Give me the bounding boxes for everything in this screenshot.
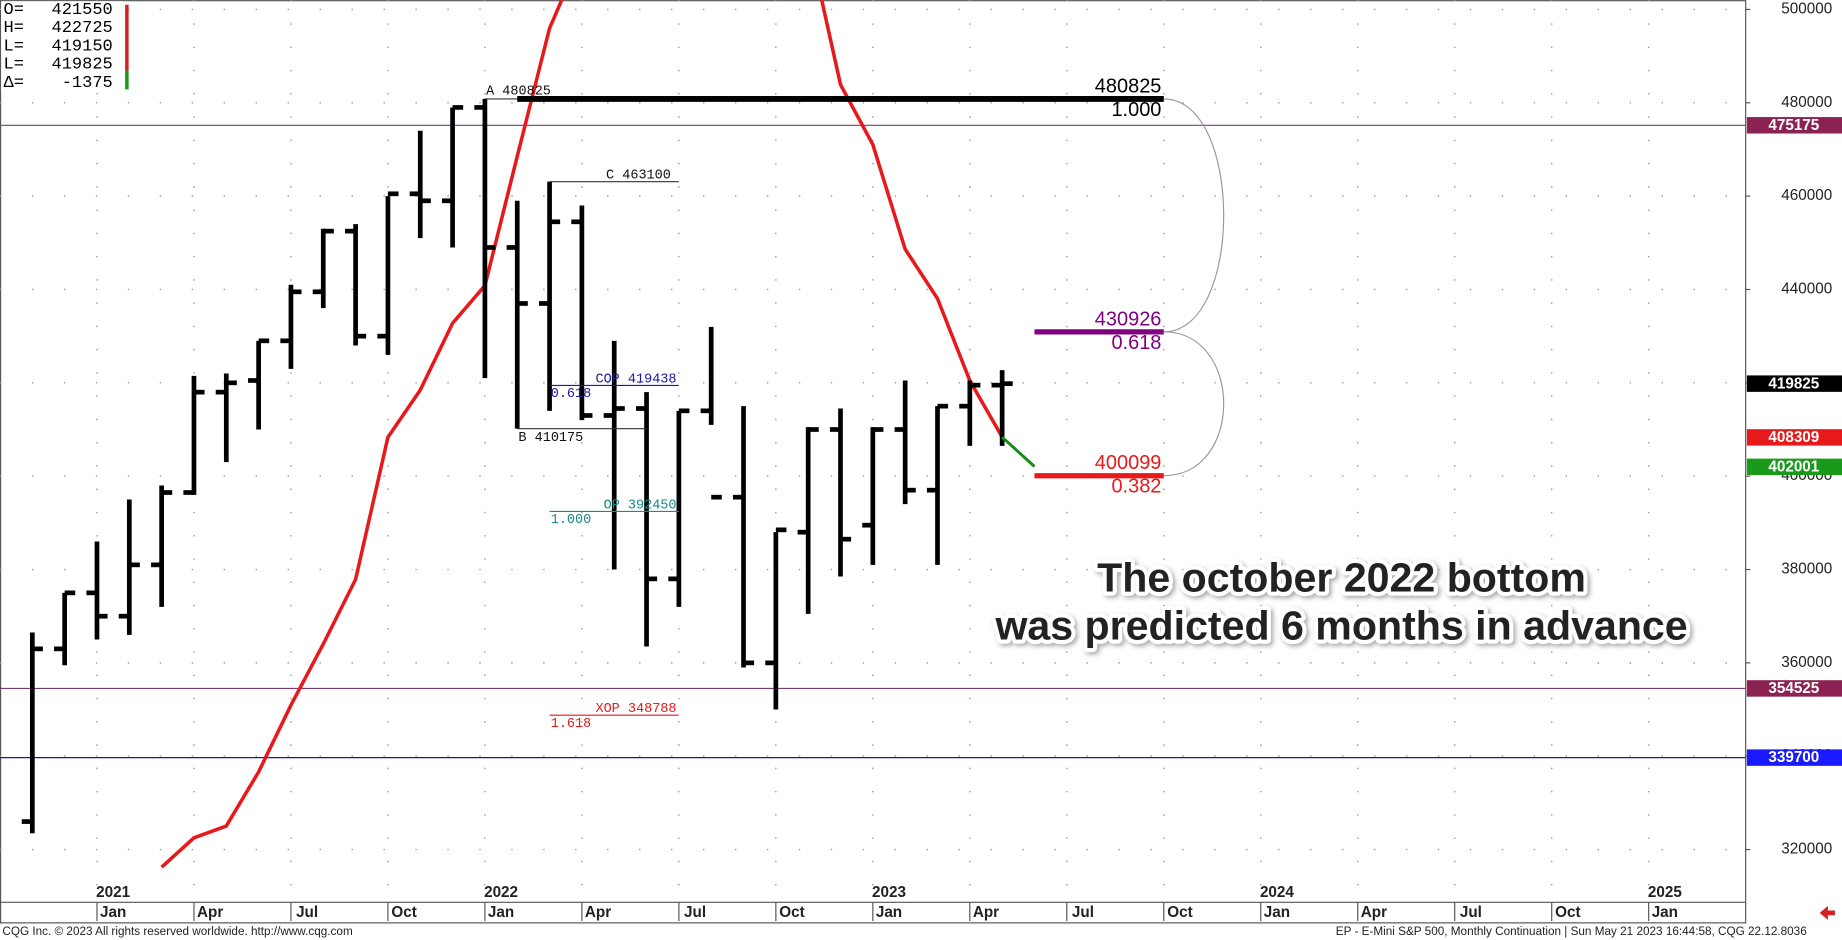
annotation: The october 2022 bottom <box>1097 554 1586 600</box>
retracement-arc <box>1163 331 1225 477</box>
footer-right: EP - E-Mini S&P 500, Monthly Continuatio… <box>1336 925 1807 938</box>
projection-label: COP 419438 <box>595 372 676 387</box>
annotation: was predicted 6 months in advance <box>994 602 1687 648</box>
projection-value: 419438 <box>628 372 677 387</box>
retracement-ratio: 1.000 <box>1111 99 1161 121</box>
price-marker: 419825 <box>1768 375 1819 392</box>
year-label: 2025 <box>1648 884 1682 901</box>
pivot-name: B <box>518 430 526 445</box>
year-label: 2021 <box>96 884 130 901</box>
pivot-value: 480825 <box>502 84 551 99</box>
plot-area <box>0 0 1746 903</box>
pivot-value: 463100 <box>622 168 671 183</box>
pivot-value: 410175 <box>535 430 584 445</box>
reference-label: 354525 <box>1768 680 1819 697</box>
price-marker: 408309 <box>1768 429 1819 446</box>
y-tick-label: 460000 <box>1781 187 1832 204</box>
y-tick-label: 320000 <box>1781 841 1832 858</box>
x-tick-label: Jul <box>684 904 706 921</box>
readout-label: Δ= <box>4 74 24 93</box>
readout-value: 419825 <box>51 56 112 75</box>
price-marker-box <box>1746 429 1842 446</box>
readout-label: L= <box>4 37 24 56</box>
readout-value: 421550 <box>51 1 112 20</box>
x-tick-label: Apr <box>1361 904 1387 921</box>
x-tick-label: Apr <box>973 904 999 921</box>
readout-value: -1375 <box>62 74 113 93</box>
projection-name: COP <box>595 372 619 387</box>
projection-ratio: 1.000 <box>551 513 592 528</box>
y-tick-label: 440000 <box>1781 281 1832 298</box>
x-tick-label: Jan <box>100 904 126 921</box>
x-tick-label: Jan <box>1652 904 1678 921</box>
retracement-value: 430926 <box>1095 308 1162 330</box>
x-tick-label: Apr <box>197 904 223 921</box>
scroll-arrow[interactable] <box>1819 905 1835 920</box>
reference-label: 475175 <box>1768 117 1819 134</box>
pivot-name: C <box>606 168 614 183</box>
x-tick-label: Jan <box>488 904 514 921</box>
retracement-arc <box>1163 98 1225 333</box>
year-label: 2024 <box>1260 884 1294 901</box>
readout-bg <box>1 1 124 93</box>
x-tick-label: Jan <box>876 904 902 921</box>
reference-label-box <box>1746 680 1842 697</box>
retracement-value: 400099 <box>1095 452 1162 474</box>
x-tick-label: Jul <box>1460 904 1482 921</box>
trend-segment <box>1001 436 1036 468</box>
x-tick-label: Oct <box>1167 904 1192 921</box>
pivot-label: B 410175 <box>518 430 583 445</box>
retracement-ratio: 0.382 <box>1111 476 1161 498</box>
y-tick-label: 360000 <box>1781 654 1832 671</box>
projection-label: XOP 348788 <box>595 702 676 717</box>
y-tick-label: 380000 <box>1781 561 1832 578</box>
reference-label: 339700 <box>1768 749 1819 766</box>
projection-ratio: 1.618 <box>551 717 592 732</box>
readout-label: L= <box>4 56 24 75</box>
x-tick-label: Apr <box>585 904 611 921</box>
x-tick-label: Jan <box>1264 904 1290 921</box>
projection-label: OP 392450 <box>604 498 677 513</box>
price-marker: 402001 <box>1768 458 1819 475</box>
reference-label-box <box>1746 749 1842 766</box>
retracement-value: 480825 <box>1095 75 1162 97</box>
projection-name: OP <box>604 498 620 513</box>
y-tick-label: 500000 <box>1781 0 1832 17</box>
reference-label-box <box>1746 117 1842 134</box>
y-tick-label: 480000 <box>1781 94 1832 111</box>
footer-left: CQG Inc. © 2023 All rights reserved worl… <box>2 925 352 938</box>
readout-value: 419150 <box>51 37 112 56</box>
readout-value: 422725 <box>51 19 112 38</box>
price-marker-box <box>1746 458 1842 476</box>
pivot-label: A 480825 <box>486 84 551 99</box>
projection-ratio: 0.618 <box>551 387 592 402</box>
projection-value: 392450 <box>628 498 677 513</box>
year-label: 2023 <box>872 884 906 901</box>
x-tick-label: Oct <box>391 904 416 921</box>
price-marker-box <box>1746 375 1842 392</box>
projection-name: XOP <box>595 702 619 717</box>
x-tick-label: Oct <box>779 904 804 921</box>
x-tick-label: Jul <box>1072 904 1094 921</box>
pivot-name: A <box>486 84 495 99</box>
retracement-ratio: 0.618 <box>1111 332 1161 354</box>
x-tick-label: Jul <box>296 904 318 921</box>
year-label: 2022 <box>484 884 518 901</box>
projection-value: 348788 <box>628 702 677 717</box>
pivot-label: C 463100 <box>606 168 671 183</box>
readout-label: H= <box>4 19 24 38</box>
x-tick-label: Oct <box>1555 904 1580 921</box>
readout-label: O= <box>4 1 24 20</box>
